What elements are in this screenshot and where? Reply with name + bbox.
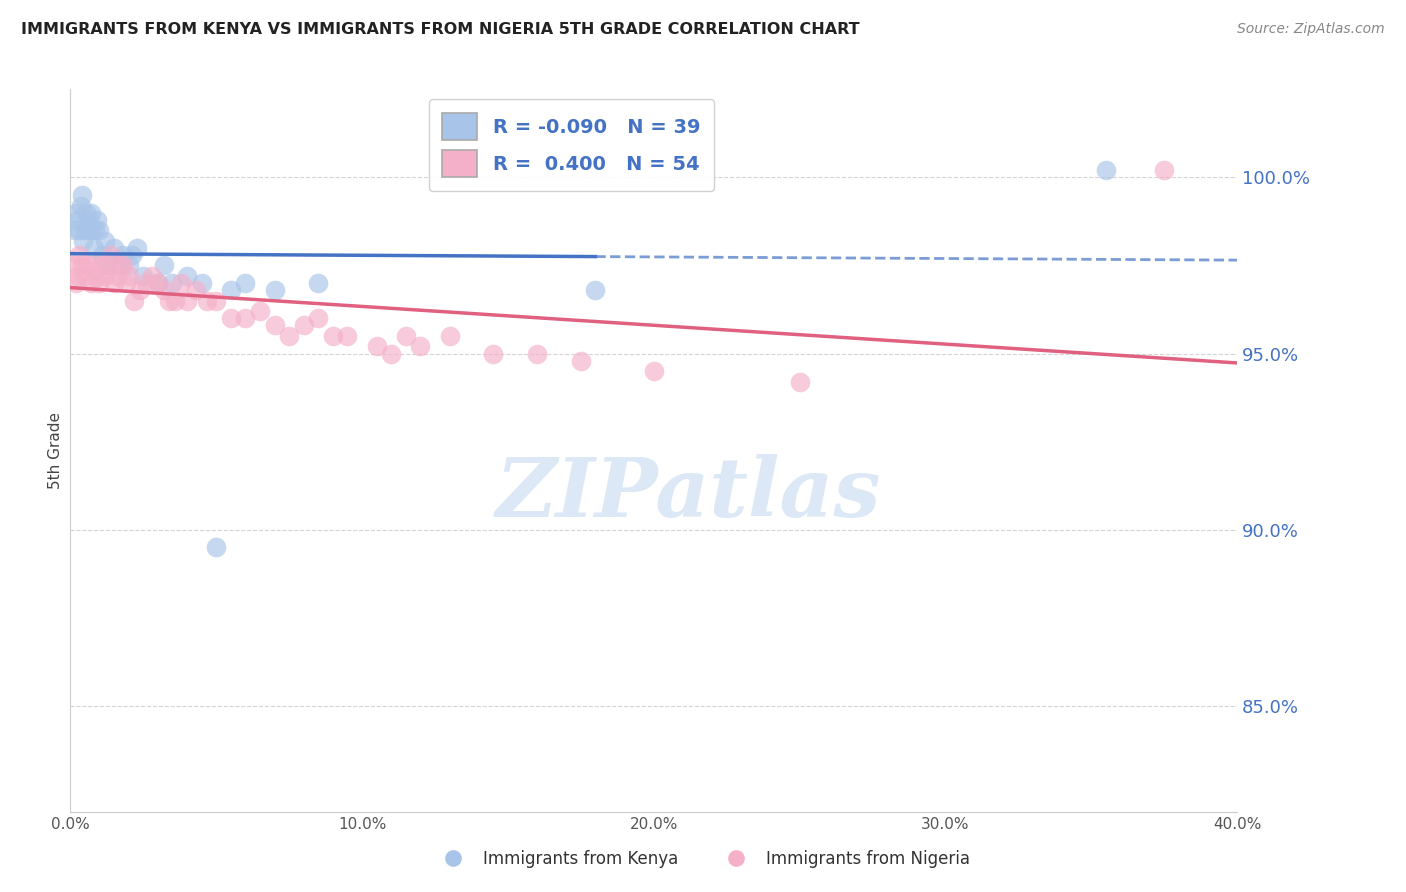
Text: Source: ZipAtlas.com: Source: ZipAtlas.com: [1237, 22, 1385, 37]
Point: [165, 293, 187, 308]
Point: [789, 375, 811, 389]
Point: [263, 318, 285, 333]
Point: [66, 268, 89, 283]
Point: [84, 223, 107, 237]
Point: [307, 276, 329, 290]
Point: [219, 311, 242, 326]
Point: [94, 268, 117, 283]
Point: [70, 259, 93, 273]
Legend: R = -0.090   N = 39, R =  0.400   N = 54: R = -0.090 N = 39, R = 0.400 N = 54: [429, 99, 714, 191]
Point: [152, 283, 174, 297]
Point: [152, 259, 174, 273]
Point: [114, 276, 136, 290]
Point: [146, 276, 169, 290]
Point: [91, 248, 114, 262]
Point: [94, 234, 117, 248]
Point: [1095, 163, 1118, 178]
Point: [118, 259, 141, 273]
Point: [643, 364, 665, 378]
Point: [366, 339, 388, 353]
Point: [76, 259, 98, 273]
Point: [83, 241, 105, 255]
Point: [159, 293, 181, 308]
Point: [336, 329, 359, 343]
Point: [235, 276, 257, 290]
Point: [184, 283, 207, 297]
Point: [65, 205, 87, 219]
Point: [235, 311, 257, 326]
Point: [72, 234, 94, 248]
Point: [278, 329, 301, 343]
Point: [89, 276, 111, 290]
Point: [83, 259, 105, 273]
Point: [108, 259, 131, 273]
Point: [80, 205, 103, 219]
Point: [176, 293, 198, 308]
Point: [141, 268, 163, 283]
Point: [86, 212, 108, 227]
Point: [132, 268, 155, 283]
Point: [439, 329, 461, 343]
Point: [380, 346, 402, 360]
Point: [162, 276, 184, 290]
Text: ZIPatlas: ZIPatlas: [496, 454, 882, 533]
Point: [105, 268, 128, 283]
Point: [395, 329, 418, 343]
Point: [77, 212, 100, 227]
Point: [409, 339, 432, 353]
Point: [322, 329, 344, 343]
Point: [103, 241, 125, 255]
Point: [82, 223, 104, 237]
Point: [585, 283, 607, 297]
Point: [263, 283, 285, 297]
Point: [176, 268, 198, 283]
Point: [97, 259, 120, 273]
Point: [205, 293, 228, 308]
Point: [70, 188, 93, 202]
Point: [89, 223, 111, 237]
Point: [111, 248, 134, 262]
Y-axis label: 5th Grade: 5th Grade: [48, 412, 63, 489]
Point: [91, 259, 114, 273]
Point: [219, 283, 242, 297]
Point: [124, 293, 146, 308]
Point: [526, 346, 548, 360]
Point: [67, 248, 90, 262]
Point: [100, 248, 122, 262]
Point: [111, 259, 134, 273]
Point: [63, 223, 86, 237]
Point: [69, 198, 91, 212]
Legend: Immigrants from Kenya, Immigrants from Nigeria: Immigrants from Kenya, Immigrants from N…: [429, 844, 977, 875]
Point: [307, 311, 329, 326]
Point: [170, 276, 193, 290]
Point: [97, 259, 120, 273]
Point: [121, 248, 143, 262]
Point: [63, 259, 86, 273]
Point: [482, 346, 505, 360]
Point: [73, 268, 96, 283]
Point: [127, 241, 149, 255]
Point: [76, 223, 98, 237]
Point: [292, 318, 315, 333]
Point: [249, 304, 271, 318]
Point: [103, 276, 125, 290]
Point: [73, 223, 96, 237]
Point: [135, 276, 157, 290]
Point: [80, 276, 103, 290]
Point: [190, 276, 212, 290]
Point: [1153, 163, 1175, 178]
Point: [569, 353, 592, 368]
Point: [197, 293, 219, 308]
Point: [108, 259, 131, 273]
Point: [65, 276, 87, 290]
Point: [66, 212, 89, 227]
Point: [205, 541, 228, 555]
Point: [118, 268, 141, 283]
Point: [146, 276, 169, 290]
Point: [86, 268, 108, 283]
Point: [129, 283, 152, 297]
Point: [67, 223, 90, 237]
Point: [75, 205, 97, 219]
Text: IMMIGRANTS FROM KENYA VS IMMIGRANTS FROM NIGERIA 5TH GRADE CORRELATION CHART: IMMIGRANTS FROM KENYA VS IMMIGRANTS FROM…: [21, 22, 859, 37]
